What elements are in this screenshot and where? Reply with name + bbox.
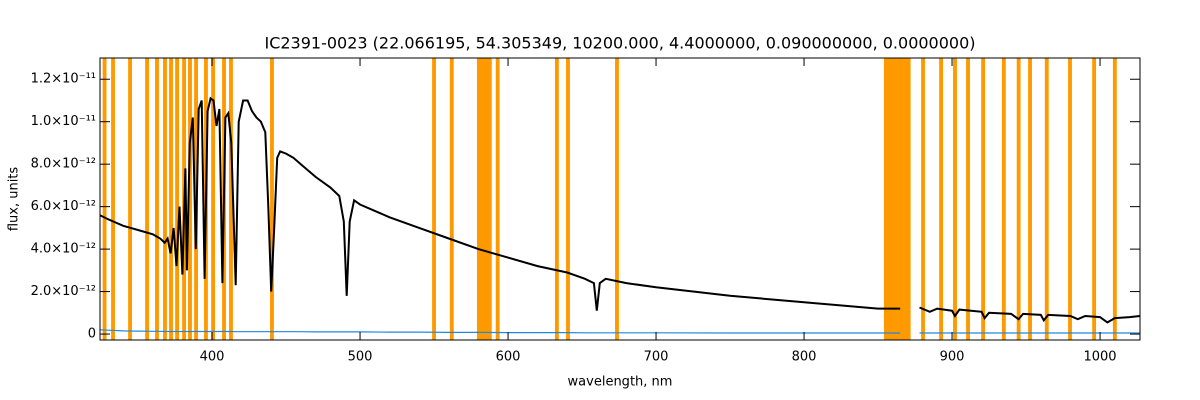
mask-band	[981, 58, 986, 340]
y-tick-label: 8.0×10⁻¹²	[31, 157, 96, 172]
mask-band	[1068, 58, 1072, 340]
x-tick-label: 500	[348, 350, 373, 365]
mask-band	[1028, 58, 1032, 340]
x-tick-label: 400	[200, 350, 225, 365]
mask-band	[102, 58, 107, 340]
y-tick-label: 1.2×10⁻¹¹	[31, 72, 96, 87]
mask-band	[921, 58, 925, 340]
mask-band	[155, 58, 159, 340]
mask-band	[175, 58, 180, 340]
mask-band	[1044, 58, 1049, 340]
y-axis-label: flux, units	[7, 167, 22, 232]
mask-band	[939, 58, 944, 340]
x-tick-label: 600	[496, 350, 521, 365]
mask-band	[883, 58, 911, 340]
spectrum-line	[100, 96, 1140, 324]
mask-band	[169, 58, 173, 340]
mask-band	[145, 58, 149, 340]
y-tick-label: 4.0×10⁻¹²	[31, 242, 96, 257]
mask-band	[566, 58, 570, 340]
mask-band	[554, 58, 559, 340]
y-tick-label: 0	[88, 327, 96, 342]
mask-band	[615, 58, 619, 340]
y-tick-label: 1.0×10⁻¹¹	[31, 114, 96, 129]
x-tick-label: 900	[940, 350, 965, 365]
mask-band	[449, 58, 454, 340]
mask-band	[476, 58, 492, 340]
mask-band	[1112, 58, 1117, 340]
chart-title: IC2391-0023 (22.066195, 54.305349, 10200…	[264, 34, 975, 53]
x-tick-label: 800	[792, 350, 817, 365]
plot-frame	[99, 57, 1141, 341]
mask-band	[953, 58, 957, 340]
mask-band	[188, 58, 192, 340]
mask-band	[229, 58, 233, 340]
x-axis-label: wavelength, nm	[568, 375, 673, 390]
x-tick-label: 1000	[1083, 350, 1116, 365]
x-tick-label: 700	[644, 350, 669, 365]
mask-band	[432, 58, 436, 340]
mask-band	[966, 58, 970, 340]
mask-band	[1016, 58, 1021, 340]
mask-band	[163, 58, 167, 340]
spectrum-line	[100, 329, 1140, 334]
mask-band	[495, 58, 500, 340]
mask-band	[1001, 58, 1006, 340]
mask-band	[111, 58, 115, 340]
mask-band	[128, 58, 132, 340]
mask-band	[211, 58, 215, 340]
y-tick-label: 6.0×10⁻¹²	[31, 199, 96, 214]
y-tick-label: 2.0×10⁻¹²	[31, 284, 96, 299]
mask-band	[1092, 58, 1097, 340]
mask-band	[270, 58, 274, 340]
